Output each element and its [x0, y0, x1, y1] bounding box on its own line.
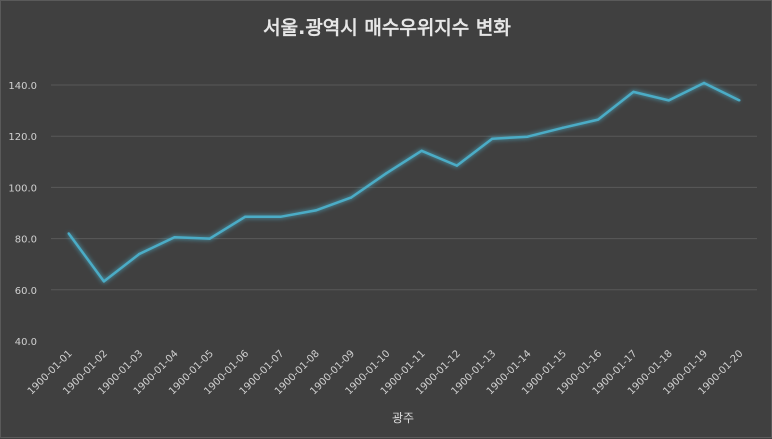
data-point — [102, 280, 106, 283]
y-tick-label: 140.0 — [8, 81, 37, 92]
data-point — [526, 135, 529, 138]
data-point — [738, 99, 741, 102]
series-line — [67, 81, 740, 283]
data-point — [314, 209, 317, 212]
data-point — [208, 237, 212, 240]
data-point — [596, 118, 600, 121]
data-point — [632, 90, 635, 94]
data-point — [243, 215, 247, 219]
x-axis-ticks: 1900-01-011900-01-021900-01-031900-01-04… — [26, 348, 746, 397]
y-axis-ticks: 40.0 60.0 80.0 100.0 120.0 140.0 — [8, 81, 37, 348]
data-point — [385, 172, 388, 175]
chart-title: 서울.광역시 매수우위지수 변화 — [263, 17, 511, 39]
data-point — [455, 164, 459, 167]
data-point — [667, 99, 670, 102]
legend: 광주 — [359, 411, 414, 425]
y-tick-label: 100.0 — [8, 183, 37, 194]
data-point — [138, 252, 141, 256]
data-point — [561, 126, 565, 129]
y-tick-label: 60.0 — [15, 286, 37, 297]
data-point — [67, 232, 70, 235]
data-point — [491, 137, 494, 140]
y-tick-label: 80.0 — [15, 235, 37, 246]
y-tick-label: 40.0 — [15, 337, 37, 348]
data-point — [420, 149, 423, 152]
data-point — [279, 215, 282, 219]
data-point — [702, 81, 706, 85]
series-layer — [67, 81, 741, 283]
gridlines — [51, 84, 757, 291]
data-point — [349, 196, 353, 199]
y-tick-label: 120.0 — [8, 132, 37, 143]
legend-label: 광주 — [392, 411, 414, 425]
data-point — [173, 236, 176, 239]
